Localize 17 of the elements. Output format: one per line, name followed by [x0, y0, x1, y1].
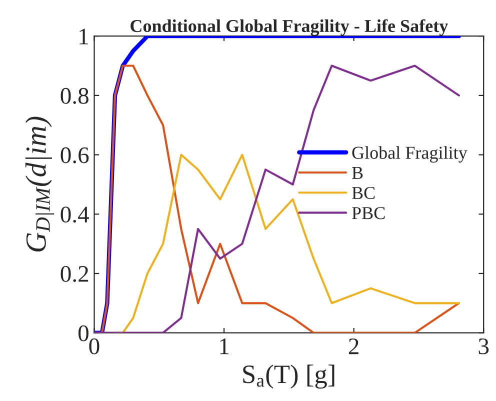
x-tick-label: 3 [478, 338, 489, 354]
y-tick-label: 0.6 [60, 147, 89, 164]
legend-label: B [352, 167, 363, 179]
legend-label: BC [352, 186, 375, 200]
x-axis-title: S$_{a}$(T) [g] [243, 364, 334, 389]
y-tick-label: 0.8 [60, 88, 88, 104]
x-tick-label: 0 [89, 338, 100, 354]
legend-label: PBC [352, 207, 385, 220]
y-axis-title: G$_{D|IM}$(d|im) [25, 116, 54, 252]
chart-title: Conditional Global Fragility - Life Safety [130, 19, 448, 36]
y-tick-label: 0.2 [60, 266, 88, 282]
y-tick-label: 0 [78, 325, 88, 342]
y-tick-label: 0.4 [60, 206, 90, 223]
y-tick-label: 1 [80, 28, 88, 44]
x-tick-label: 1 [220, 338, 229, 354]
x-tick-label: 2 [348, 338, 358, 354]
legend-label: Global Fragility [352, 146, 468, 163]
